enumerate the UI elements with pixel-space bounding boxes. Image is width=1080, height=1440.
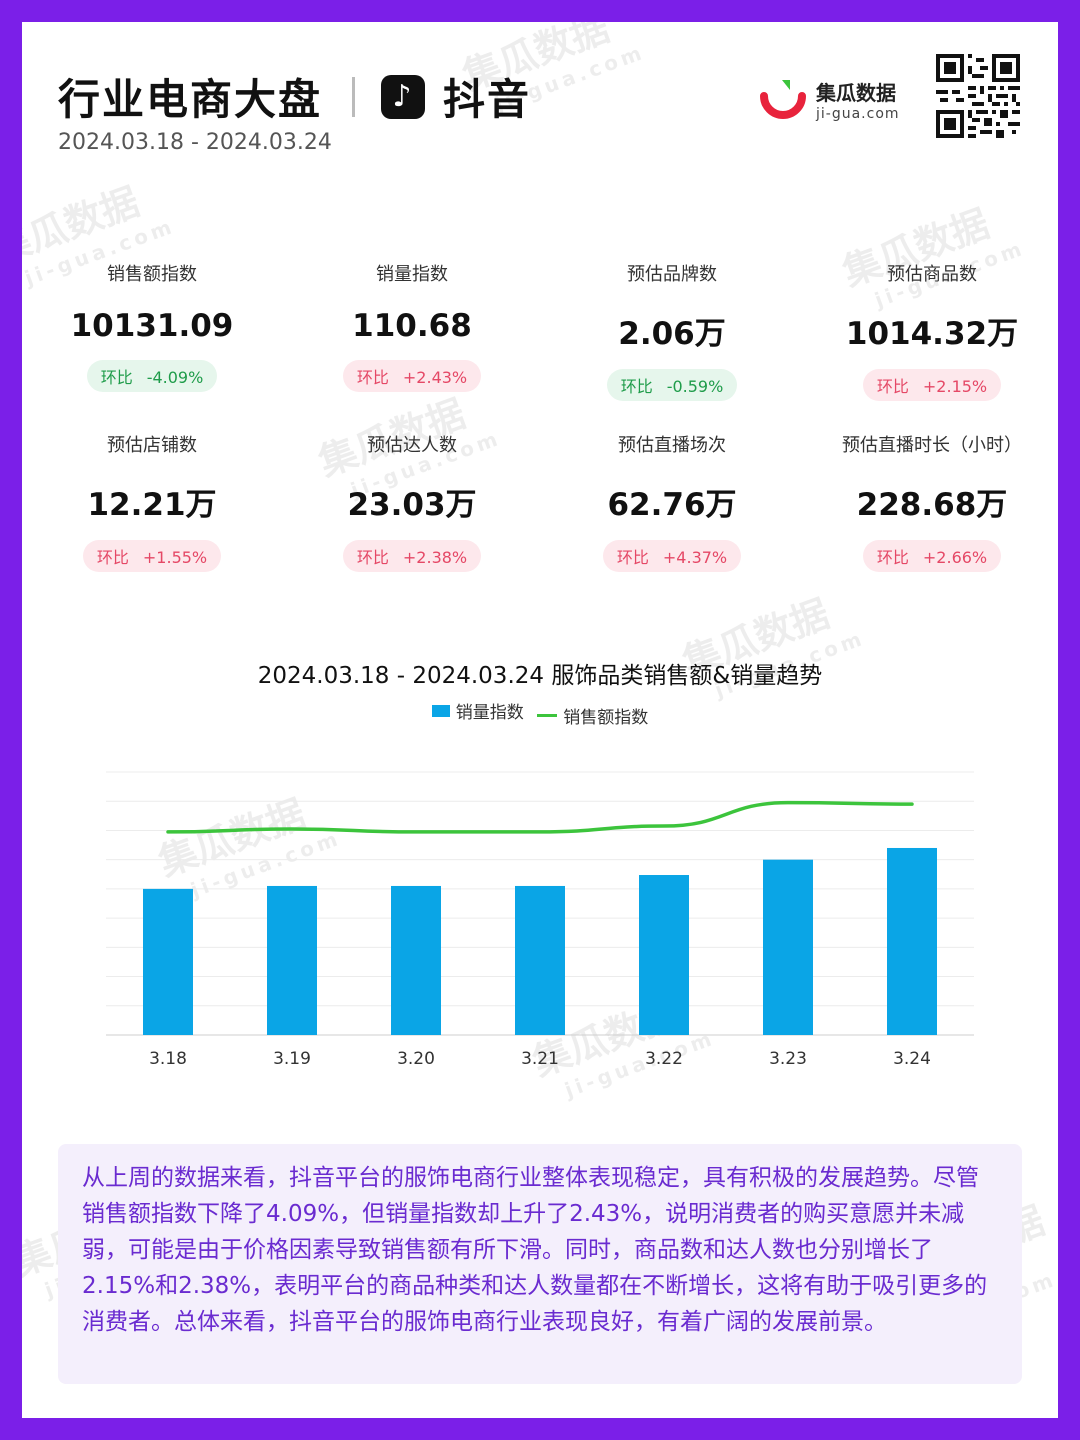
metric-value: 23.03万 xyxy=(347,487,477,523)
series-line-sales xyxy=(166,800,914,834)
metric-change-value: +2.38% xyxy=(402,548,468,567)
chart-legend: 销量指数 销售额指数 xyxy=(22,698,1058,728)
metric-change-badge: 环比 +2.38% xyxy=(342,540,482,572)
metric-value: 62.76万 xyxy=(607,487,737,523)
metric-label: 预估商品数 xyxy=(887,264,977,285)
bar-3.23 xyxy=(763,859,813,1035)
trend-chart: 3.18 3.19 3.20 3.21 3.22 3.23 3.24 xyxy=(106,771,974,1069)
metric-change-badge: 环比 +2.43% xyxy=(342,360,482,392)
brand-logo: 集瓜数据 ji-gua.com xyxy=(760,76,900,122)
metric-change-tag: 环比 xyxy=(96,548,129,567)
x-tick-label: 3.18 xyxy=(149,1049,187,1069)
legend-item-line: 销售额指数 xyxy=(537,703,648,728)
metric-value: 2.06万 xyxy=(618,316,726,352)
metric-change-value: +2.43% xyxy=(402,368,468,387)
report-card: 集瓜数据 ji-gua.com 集瓜数据 ji-gua.com 集瓜数据 ji-gua… xyxy=(22,22,1058,1418)
metric-label: 预估店铺数 xyxy=(107,435,197,456)
bar-3.24 xyxy=(887,847,937,1035)
metric-change-value: -0.59% xyxy=(666,377,724,396)
metric-change-tag: 环比 xyxy=(356,548,389,567)
metric-card: 预估商品数 1014.32万环比 +2.15% xyxy=(802,260,1058,401)
x-tick-label: 3.19 xyxy=(273,1049,311,1069)
metric-change-badge: 环比 +4.37% xyxy=(602,540,742,572)
metric-card: 预估品牌数 2.06万环比 -0.59% xyxy=(542,260,802,401)
metric-label: 预估达人数 xyxy=(367,435,457,456)
metric-card: 预估店铺数 12.21万环比 +1.55% xyxy=(22,431,282,572)
metric-change-value: +4.37% xyxy=(662,548,728,567)
title-divider xyxy=(352,76,356,117)
metric-value: 10131.09 xyxy=(70,308,234,344)
legend-swatch-bar xyxy=(431,704,450,717)
x-tick-label: 3.23 xyxy=(769,1049,807,1069)
metric-value: 110.68 xyxy=(352,308,472,344)
metric-label: 预估直播时长（小时） xyxy=(842,435,1022,456)
metric-change-tag: 环比 xyxy=(876,377,909,396)
metric-change-tag: 环比 xyxy=(876,548,909,567)
metric-value: 228.68万 xyxy=(856,487,1008,523)
brand-domain: ji-gua.com xyxy=(816,105,900,122)
metric-card: 预估直播时长（小时） 228.68万环比 +2.66% xyxy=(802,431,1058,572)
legend-item-bar: 销量指数 xyxy=(431,698,524,723)
title-text: 行业电商大盘 xyxy=(58,75,323,124)
metric-label: 销售额指数 xyxy=(107,264,197,285)
metric-change-badge: 环比 -4.09% xyxy=(86,360,218,392)
bar-3.21 xyxy=(515,885,565,1035)
metric-change-tag: 环比 xyxy=(620,377,653,396)
metric-change-value: +1.55% xyxy=(142,548,208,567)
metric-card: 销售额指数 10131.09 环比 -4.09% xyxy=(22,260,282,392)
metric-card: 预估达人数 23.03万环比 +2.38% xyxy=(282,431,542,572)
metric-change-value: +2.15% xyxy=(922,377,988,396)
metric-change-badge: 环比 +2.15% xyxy=(862,369,1002,401)
platform-name: 抖音 xyxy=(443,75,532,124)
metric-label: 预估直播场次 xyxy=(618,435,726,456)
metric-value: 12.21万 xyxy=(87,487,217,523)
page-title: 行业电商大盘 ♪ 抖音 xyxy=(58,66,531,127)
metric-value: 1014.32万 xyxy=(845,316,1019,352)
x-tick-label: 3.22 xyxy=(645,1049,683,1069)
bar-3.18 xyxy=(143,888,193,1035)
metric-change-badge: 环比 -0.59% xyxy=(606,369,738,401)
bar-3.20 xyxy=(391,885,441,1035)
metric-change-tag: 环比 xyxy=(100,368,133,387)
bar-3.19 xyxy=(267,885,317,1035)
x-tick-label: 3.24 xyxy=(893,1049,931,1069)
metric-change-tag: 环比 xyxy=(356,368,389,387)
metric-card: 销量指数 110.68 环比 +2.43% xyxy=(282,260,542,392)
metric-change-value: -4.09% xyxy=(146,368,204,387)
legend-label: 销量指数 xyxy=(455,703,524,723)
summary-text: 从上周的数据来看，抖音平台的服饰电商行业整体表现稳定，具有积极的发展趋势。尽管销… xyxy=(58,1144,1022,1384)
metric-label: 销量指数 xyxy=(376,264,448,285)
qr-code-icon xyxy=(936,54,1020,138)
x-tick-label: 3.21 xyxy=(521,1049,559,1069)
metric-change-tag: 环比 xyxy=(616,548,649,567)
x-tick-label: 3.20 xyxy=(397,1049,435,1069)
bar-3.22 xyxy=(639,875,689,1035)
metric-label: 预估品牌数 xyxy=(627,264,717,285)
legend-swatch-line xyxy=(537,713,558,717)
chart-title: 2024.03.18 - 2024.03.24 服饰品类销售额&销量趋势 xyxy=(257,663,823,689)
jigua-logo-icon xyxy=(760,80,806,119)
legend-label: 销售额指数 xyxy=(563,707,649,728)
brand-name: 集瓜数据 xyxy=(816,80,896,105)
metric-change-badge: 环比 +2.66% xyxy=(862,540,1002,572)
metric-change-badge: 环比 +1.55% xyxy=(82,540,222,572)
metric-card: 预估直播场次 62.76万环比 +4.37% xyxy=(542,431,802,572)
date-range: 2024.03.18 - 2024.03.24 xyxy=(58,130,332,155)
tiktok-icon: ♪ xyxy=(381,74,426,119)
metric-change-value: +2.66% xyxy=(922,548,988,567)
